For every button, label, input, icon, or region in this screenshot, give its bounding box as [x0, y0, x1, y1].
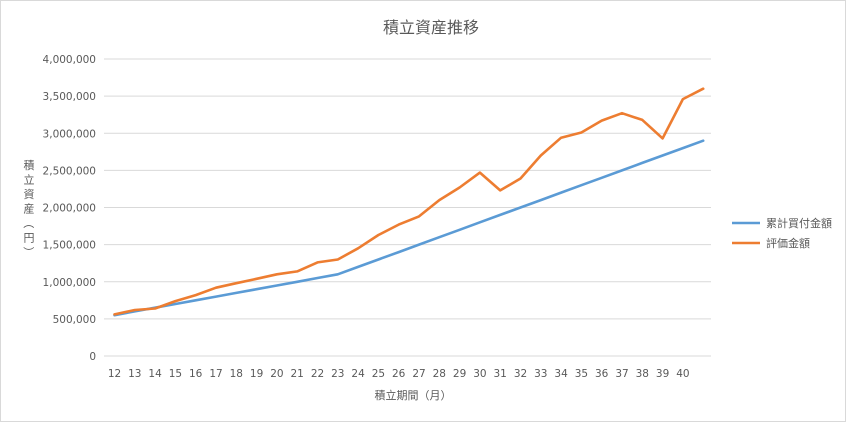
x-tick-label: 36	[595, 368, 609, 380]
chart-title: 積立資産推移	[383, 18, 479, 37]
series-lines	[113, 87, 705, 317]
x-tick-label: 37	[615, 368, 628, 380]
x-tick-label: 15	[169, 368, 182, 380]
x-tick-label: 19	[250, 368, 263, 380]
y-axis-label: 積立資産 （ 円 ）	[22, 158, 35, 258]
y-tick-label: 2,500,000	[43, 165, 96, 177]
gridlines	[104, 58, 711, 357]
y-tick-label: 4,000,000	[43, 54, 96, 66]
x-tick-label: 35	[575, 368, 588, 380]
x-axis-ticks: 12 13 14 15 16 17 18 19 20 21 22 23 24 25 26 27 28 29 30 31…	[108, 368, 690, 380]
series-line	[113, 139, 705, 317]
x-tick-label: 28	[433, 368, 446, 380]
y-tick-label: 2,000,000	[43, 203, 96, 215]
y-axis-label-char: 円	[24, 232, 35, 245]
x-tick-label: 22	[311, 368, 324, 380]
y-axis-label-char: 積	[24, 158, 35, 172]
x-tick-label: 31	[494, 368, 507, 380]
x-tick-label: 25	[372, 368, 385, 380]
y-axis-label-char: （	[22, 218, 35, 229]
y-tick-label: 3,000,000	[43, 128, 96, 140]
legend-label: 累計買付金額	[766, 216, 832, 230]
y-tick-label: 1,000,000	[43, 277, 96, 289]
x-tick-label: 30	[473, 368, 486, 380]
x-tick-label: 33	[534, 368, 547, 380]
y-axis-label-char: ）	[22, 247, 35, 258]
x-tick-label: 23	[331, 368, 344, 380]
x-tick-label: 32	[514, 368, 527, 380]
y-axis-label-char: 資	[24, 188, 35, 201]
x-tick-label: 29	[453, 368, 466, 380]
y-tick-label: 3,500,000	[43, 91, 96, 103]
legend-label: 評価金額	[766, 236, 810, 250]
y-axis-ticks: 0 500,000 1,000,000 1,500,000 2,000,000 2,500…	[43, 54, 96, 363]
x-axis-label: 積立期間（月）	[375, 388, 452, 402]
series-line	[113, 87, 705, 316]
x-tick-label: 17	[209, 368, 222, 380]
x-tick-label: 27	[412, 368, 425, 380]
x-tick-label: 13	[128, 368, 141, 380]
y-axis-label-char: 立	[24, 173, 35, 187]
y-tick-label: 1,500,000	[43, 240, 96, 252]
x-tick-label: 39	[656, 368, 669, 380]
x-tick-label: 14	[148, 368, 162, 380]
x-tick-label: 12	[108, 368, 121, 380]
x-tick-label: 38	[636, 368, 649, 380]
x-tick-label: 40	[676, 368, 689, 380]
x-tick-label: 34	[554, 368, 568, 380]
y-axis-label-char: 産	[24, 203, 35, 216]
x-tick-label: 20	[270, 368, 283, 380]
x-tick-label: 24	[351, 368, 365, 380]
x-tick-label: 18	[230, 368, 243, 380]
y-tick-label: 0	[89, 351, 96, 363]
x-tick-label: 26	[392, 368, 406, 380]
y-tick-label: 500,000	[53, 314, 96, 326]
x-tick-label: 16	[189, 368, 203, 380]
x-tick-label: 21	[291, 368, 304, 380]
